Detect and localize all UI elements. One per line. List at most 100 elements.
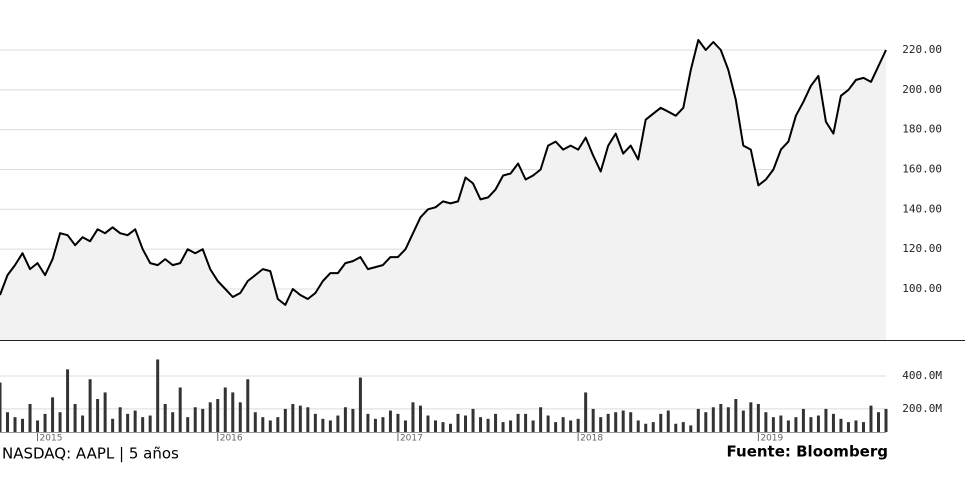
volume-bar bbox=[636, 420, 640, 432]
volume-bar bbox=[171, 412, 175, 432]
volume-bar bbox=[268, 420, 272, 432]
volume-bar bbox=[141, 417, 145, 432]
volume-bar bbox=[28, 403, 32, 432]
volume-bar bbox=[689, 425, 693, 432]
volume-bar bbox=[433, 420, 437, 432]
volume-bar bbox=[876, 412, 880, 432]
volume-bar bbox=[88, 379, 92, 432]
volume-bar bbox=[659, 413, 663, 432]
volume-bar bbox=[464, 415, 468, 432]
volume-bar bbox=[441, 422, 445, 432]
x-tick-label: 2017 bbox=[400, 434, 423, 444]
y-tick-label: 220.00 bbox=[902, 43, 942, 56]
volume-bar bbox=[58, 412, 62, 432]
volume-bar bbox=[869, 405, 873, 432]
volume-bar bbox=[696, 408, 700, 432]
volume-bar bbox=[261, 417, 265, 432]
x-tick-label: 2018 bbox=[580, 434, 603, 444]
volume-bar bbox=[801, 408, 805, 432]
caption: NASDAQ: AAPL | 5 años bbox=[2, 445, 179, 463]
volume-bar bbox=[704, 412, 708, 432]
volume-bar bbox=[846, 422, 850, 432]
source: Fuente: Bloomberg bbox=[727, 443, 888, 461]
volume-bar bbox=[831, 413, 835, 432]
volume-bar bbox=[231, 392, 235, 432]
volume-bar bbox=[388, 410, 392, 432]
volume-bar bbox=[456, 413, 460, 432]
volume-bar bbox=[524, 413, 528, 432]
volume-bar bbox=[764, 412, 768, 432]
volume-bar bbox=[749, 402, 753, 432]
volume-bar bbox=[486, 418, 490, 432]
volume-bar bbox=[208, 402, 212, 432]
volume-bar bbox=[621, 410, 625, 432]
volume-bar bbox=[861, 422, 865, 432]
volume-bar bbox=[854, 420, 858, 432]
volume-bar bbox=[81, 415, 85, 432]
volume-bar bbox=[576, 418, 580, 432]
volume-bar bbox=[569, 420, 573, 432]
volume-bar bbox=[756, 403, 760, 432]
volume-bar bbox=[43, 413, 47, 432]
volume-bar bbox=[148, 415, 152, 432]
y2-tick-label: 400.0M bbox=[902, 369, 942, 382]
volume-bar bbox=[351, 408, 355, 432]
volume-bar bbox=[681, 422, 685, 432]
volume-bar bbox=[726, 407, 730, 432]
volume-bar bbox=[494, 413, 498, 432]
volume-bar bbox=[599, 417, 603, 432]
volume-bar bbox=[539, 407, 543, 432]
volume-bar bbox=[591, 408, 595, 432]
volume-bar bbox=[216, 399, 220, 432]
volume-bar bbox=[418, 405, 422, 432]
volume-bar bbox=[283, 408, 287, 432]
volume-bar bbox=[824, 408, 828, 432]
volume-bar bbox=[111, 418, 115, 432]
volume-bar bbox=[0, 382, 2, 432]
volume-bar bbox=[546, 415, 550, 432]
y-tick-label: 100.00 bbox=[902, 282, 942, 295]
volume-bar bbox=[156, 359, 160, 432]
volume-bar bbox=[884, 408, 888, 432]
volume-bar bbox=[321, 418, 325, 432]
y2-tick-label: 200.0M bbox=[902, 402, 942, 415]
volume-bar bbox=[276, 417, 280, 432]
volume-bar bbox=[501, 422, 505, 432]
y-tick-label: 160.00 bbox=[902, 163, 942, 176]
volume-bar bbox=[193, 407, 197, 432]
volume-bar bbox=[133, 410, 137, 432]
x-tick-label: 2016 bbox=[220, 434, 243, 444]
volume-bar bbox=[644, 423, 648, 432]
volume-bar bbox=[313, 413, 317, 432]
volume-bar bbox=[358, 377, 362, 432]
volume-bar bbox=[253, 412, 257, 432]
volume-bar bbox=[734, 399, 738, 432]
volume-bar bbox=[328, 420, 332, 432]
volume-bar bbox=[396, 413, 400, 432]
y-tick-label: 120.00 bbox=[902, 242, 942, 255]
volume-bar bbox=[13, 417, 17, 432]
price-line bbox=[0, 39, 887, 306]
volume-bar bbox=[674, 423, 678, 432]
volume-bar bbox=[711, 407, 715, 432]
volume-bar bbox=[103, 392, 107, 432]
y-tick-label: 140.00 bbox=[902, 202, 942, 215]
x-tick-label: 2019 bbox=[760, 434, 783, 444]
volume-bar bbox=[741, 410, 745, 432]
volume-bar bbox=[306, 407, 310, 432]
volume-bar bbox=[118, 407, 122, 432]
volume-bar bbox=[201, 408, 205, 432]
volume-bar bbox=[479, 417, 483, 432]
volume-bar bbox=[126, 413, 130, 432]
x-tick-label: 2015 bbox=[40, 434, 63, 444]
volume-bar bbox=[291, 403, 295, 432]
volume-bar bbox=[584, 392, 588, 432]
volume-bar bbox=[516, 413, 520, 432]
volume-bar bbox=[426, 415, 430, 432]
volume-bar bbox=[373, 418, 377, 432]
volume-bar bbox=[614, 412, 618, 432]
volume-bar bbox=[381, 417, 385, 432]
y-tick-label: 180.00 bbox=[902, 123, 942, 136]
volume-bar bbox=[411, 402, 415, 432]
